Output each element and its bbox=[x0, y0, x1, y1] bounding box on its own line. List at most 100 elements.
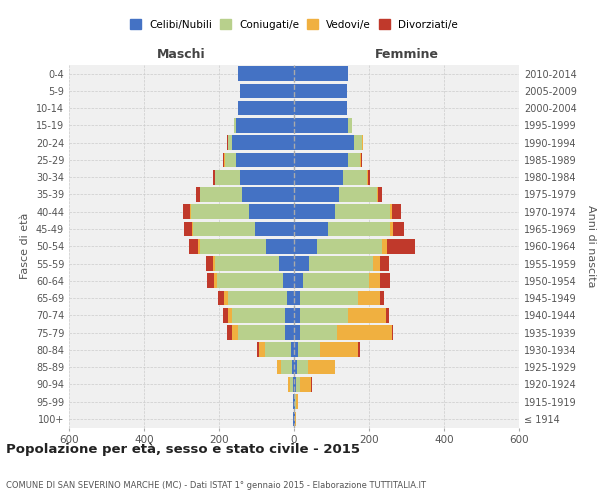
Bar bbox=[343, 170, 367, 184]
Bar bbox=[239, 170, 294, 184]
Bar bbox=[299, 290, 358, 306]
Bar bbox=[266, 239, 294, 254]
Bar bbox=[284, 325, 294, 340]
Bar bbox=[304, 274, 369, 288]
Bar bbox=[392, 325, 394, 340]
Bar bbox=[239, 84, 294, 98]
Bar bbox=[200, 187, 241, 202]
Bar bbox=[229, 136, 232, 150]
Bar bbox=[232, 308, 284, 322]
Bar bbox=[320, 342, 358, 357]
Bar bbox=[294, 187, 339, 202]
Bar bbox=[227, 136, 229, 150]
Bar bbox=[294, 274, 304, 288]
Bar bbox=[214, 256, 215, 271]
Bar bbox=[212, 170, 215, 184]
Bar bbox=[279, 256, 294, 271]
Bar bbox=[389, 222, 392, 236]
Bar bbox=[377, 187, 382, 202]
Bar bbox=[298, 342, 320, 357]
Bar bbox=[249, 204, 294, 219]
Bar bbox=[291, 342, 294, 357]
Bar bbox=[224, 290, 229, 306]
Bar bbox=[229, 290, 287, 306]
Bar bbox=[309, 256, 373, 271]
Bar bbox=[238, 66, 294, 81]
Bar bbox=[294, 152, 349, 168]
Bar bbox=[224, 152, 236, 168]
Y-axis label: Fasce di età: Fasce di età bbox=[20, 213, 30, 280]
Bar bbox=[287, 290, 294, 306]
Bar bbox=[328, 222, 389, 236]
Bar bbox=[217, 274, 283, 288]
Bar bbox=[299, 325, 337, 340]
Bar bbox=[294, 290, 299, 306]
Bar bbox=[294, 118, 349, 133]
Bar bbox=[232, 136, 294, 150]
Bar bbox=[241, 187, 294, 202]
Bar bbox=[196, 187, 199, 202]
Y-axis label: Anni di nascita: Anni di nascita bbox=[586, 205, 596, 288]
Bar bbox=[380, 290, 384, 306]
Bar bbox=[335, 204, 389, 219]
Text: Maschi: Maschi bbox=[157, 48, 206, 62]
Bar bbox=[199, 239, 200, 254]
Bar bbox=[294, 239, 317, 254]
Bar bbox=[223, 308, 229, 322]
Bar bbox=[293, 377, 294, 392]
Bar bbox=[232, 325, 238, 340]
Bar bbox=[294, 136, 354, 150]
Bar bbox=[294, 394, 295, 409]
Bar bbox=[294, 308, 299, 322]
Bar bbox=[368, 170, 370, 184]
Bar bbox=[380, 256, 389, 271]
Bar bbox=[200, 239, 266, 254]
Bar bbox=[367, 170, 368, 184]
Bar bbox=[354, 136, 361, 150]
Bar bbox=[382, 239, 386, 254]
Bar bbox=[294, 204, 335, 219]
Bar bbox=[218, 290, 224, 306]
Bar bbox=[339, 187, 377, 202]
Bar bbox=[215, 170, 239, 184]
Bar bbox=[236, 152, 294, 168]
Bar bbox=[392, 222, 404, 236]
Bar bbox=[199, 187, 200, 202]
Bar bbox=[294, 170, 343, 184]
Bar bbox=[295, 394, 296, 409]
Bar bbox=[294, 360, 297, 374]
Bar bbox=[290, 377, 293, 392]
Bar bbox=[294, 342, 298, 357]
Bar bbox=[373, 256, 380, 271]
Bar bbox=[259, 342, 265, 357]
Bar bbox=[369, 274, 380, 288]
Bar bbox=[358, 290, 380, 306]
Bar bbox=[297, 360, 308, 374]
Bar bbox=[389, 204, 392, 219]
Bar bbox=[229, 308, 232, 322]
Bar bbox=[294, 66, 349, 81]
Bar bbox=[299, 377, 311, 392]
Bar bbox=[265, 342, 291, 357]
Bar bbox=[215, 256, 279, 271]
Bar bbox=[295, 412, 296, 426]
Bar bbox=[189, 239, 199, 254]
Bar bbox=[296, 377, 299, 392]
Bar bbox=[380, 274, 389, 288]
Legend: Celibi/Nubili, Coniugati/e, Vedovi/e, Divorziati/e: Celibi/Nubili, Coniugati/e, Vedovi/e, Di… bbox=[130, 20, 458, 30]
Bar bbox=[294, 222, 328, 236]
Bar bbox=[362, 136, 364, 150]
Bar bbox=[349, 308, 386, 322]
Bar bbox=[277, 360, 281, 374]
Bar bbox=[214, 274, 217, 288]
Bar bbox=[238, 101, 294, 116]
Bar bbox=[257, 342, 259, 357]
Bar bbox=[284, 308, 294, 322]
Text: Popolazione per età, sesso e stato civile - 2015: Popolazione per età, sesso e stato civil… bbox=[6, 442, 360, 456]
Bar bbox=[191, 222, 193, 236]
Bar bbox=[236, 118, 294, 133]
Bar bbox=[292, 360, 294, 374]
Bar bbox=[386, 239, 415, 254]
Bar bbox=[359, 152, 361, 168]
Bar bbox=[294, 325, 299, 340]
